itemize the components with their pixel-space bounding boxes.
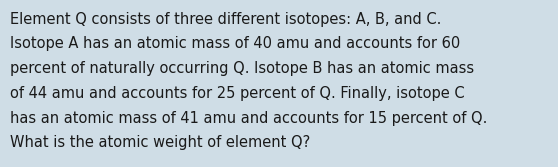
- Text: has an atomic mass of 41 amu and accounts for 15 percent of Q.: has an atomic mass of 41 amu and account…: [10, 111, 488, 126]
- Text: Element Q consists of three different isotopes: A, B, and C.: Element Q consists of three different is…: [10, 12, 441, 27]
- Text: percent of naturally occurring Q. Isotope B has an atomic mass: percent of naturally occurring Q. Isotop…: [10, 61, 474, 76]
- Text: of 44 amu and accounts for 25 percent of Q. Finally, isotope C: of 44 amu and accounts for 25 percent of…: [10, 86, 465, 101]
- Text: What is the atomic weight of element Q?: What is the atomic weight of element Q?: [10, 135, 310, 150]
- Text: Isotope A has an atomic mass of 40 amu and accounts for 60: Isotope A has an atomic mass of 40 amu a…: [10, 36, 460, 51]
